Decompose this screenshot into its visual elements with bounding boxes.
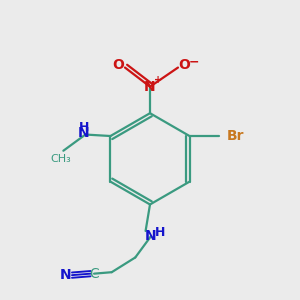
Text: H: H — [79, 121, 89, 134]
Text: N: N — [78, 126, 90, 140]
Text: +: + — [154, 75, 162, 85]
Text: O: O — [112, 58, 124, 72]
Text: −: − — [189, 55, 200, 68]
Text: N: N — [144, 80, 156, 94]
Text: CH₃: CH₃ — [50, 154, 71, 164]
Text: O: O — [178, 58, 190, 72]
Text: N: N — [60, 268, 71, 282]
Text: N: N — [145, 229, 157, 243]
Text: H: H — [154, 226, 165, 239]
Text: C: C — [89, 267, 99, 281]
Text: Br: Br — [226, 129, 244, 143]
